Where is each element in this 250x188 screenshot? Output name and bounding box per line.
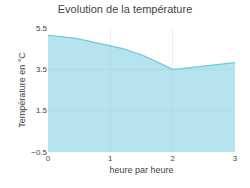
svg-text:5.5: 5.5 [36, 24, 48, 33]
svg-text:1.5: 1.5 [36, 106, 48, 115]
svg-text:Température en °C: Température en °C [17, 52, 27, 128]
svg-text:heure par heure: heure par heure [109, 165, 173, 175]
svg-text:−0.5: −0.5 [31, 148, 47, 157]
svg-text:0: 0 [46, 154, 51, 163]
svg-text:3.5: 3.5 [36, 65, 48, 74]
svg-text:1: 1 [108, 154, 113, 163]
svg-text:Evolution de la température: Evolution de la température [58, 3, 193, 15]
svg-text:2: 2 [170, 154, 175, 163]
svg-text:3: 3 [233, 154, 238, 163]
